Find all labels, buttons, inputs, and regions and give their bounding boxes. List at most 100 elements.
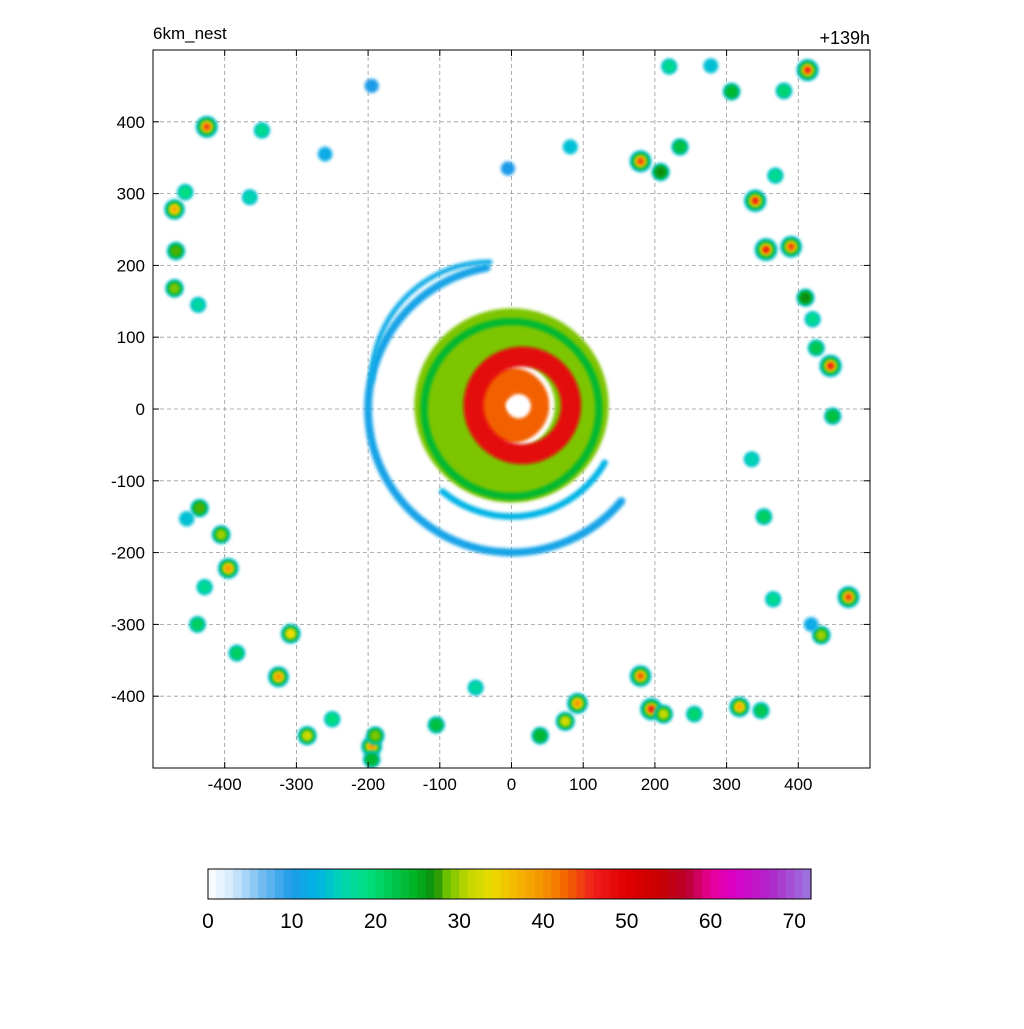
cell-contour xyxy=(285,628,297,640)
colorbar-swatch xyxy=(333,869,343,899)
convective-cell xyxy=(686,705,703,723)
colorbar-swatch xyxy=(785,869,795,899)
cell-contour xyxy=(230,646,244,660)
colorbar-swatch xyxy=(233,869,243,899)
colorbar-tick-label: 20 xyxy=(364,910,387,933)
colorbar-swatch xyxy=(367,869,377,899)
colorbar-swatch xyxy=(275,869,284,899)
colorbar-tick-label: 10 xyxy=(280,910,303,933)
colorbar-swatch xyxy=(492,869,502,899)
colorbar-swatch xyxy=(584,869,594,899)
colorbar-swatch xyxy=(392,869,402,899)
colorbar-swatch xyxy=(710,869,720,899)
colorbar-swatch xyxy=(266,869,276,899)
cell-contour xyxy=(724,84,739,99)
y-tick-label: -100 xyxy=(111,472,145,491)
cell-contour xyxy=(745,453,758,466)
convective-cell xyxy=(671,138,689,156)
colorbar-swatch xyxy=(677,869,686,899)
y-tick-label: 300 xyxy=(117,185,145,204)
cell-contour xyxy=(754,703,768,718)
x-tick-label: 0 xyxy=(507,775,516,794)
colorbar-swatch xyxy=(450,869,460,899)
convective-cell xyxy=(744,189,767,213)
field-layer xyxy=(164,58,860,768)
colorbar-swatch xyxy=(618,869,628,899)
colorbar: 0 10 20 30 40 50 60 70 xyxy=(202,868,812,933)
colorbar-swatch xyxy=(476,869,485,899)
convective-cell xyxy=(190,498,209,518)
cell-contour xyxy=(169,283,180,294)
convective-cell xyxy=(297,726,317,746)
cell-contour xyxy=(806,313,819,326)
convective-cell xyxy=(654,704,673,724)
colorbar-swatch xyxy=(400,869,410,899)
colorbar-swatch xyxy=(534,869,544,899)
colorbar-swatch xyxy=(283,869,293,899)
cell-contour xyxy=(816,629,827,641)
cell-contour xyxy=(763,247,769,252)
colorbar-tick-label: 30 xyxy=(448,910,471,933)
colorbar-swatch xyxy=(409,869,418,899)
convective-cell xyxy=(567,692,588,714)
cell-contour xyxy=(787,243,795,251)
cell-contour xyxy=(655,167,666,178)
convective-cell xyxy=(531,726,549,745)
convective-cell xyxy=(819,354,842,378)
colorbar-swatch xyxy=(291,869,301,899)
cell-contour xyxy=(803,617,819,632)
convective-cell xyxy=(651,163,670,182)
colorbar-tick-label: 60 xyxy=(699,910,722,933)
colorbar-swatch xyxy=(744,869,753,899)
convective-cell xyxy=(211,525,231,544)
convective-cell xyxy=(629,150,652,173)
convective-cell xyxy=(722,82,741,101)
colorbar-swatch xyxy=(576,869,586,899)
colorbar-swatch xyxy=(693,869,703,899)
convective-cell xyxy=(366,726,385,745)
x-tick-label: 400 xyxy=(784,775,812,794)
cell-contour xyxy=(192,298,205,312)
colorbar-swatch xyxy=(760,869,770,899)
rainband-arc xyxy=(439,459,608,520)
cell-contour xyxy=(533,728,548,743)
cell-contour xyxy=(364,752,379,767)
colorbar-swatch xyxy=(375,869,385,899)
colorbar-swatch xyxy=(325,869,335,899)
cell-contour xyxy=(215,529,227,540)
convective-cell xyxy=(363,750,381,768)
y-tick-label: 400 xyxy=(117,113,145,132)
cell-contour xyxy=(170,245,182,257)
cell-contour xyxy=(636,157,645,166)
cell-contour xyxy=(828,363,833,369)
convective-cell xyxy=(190,297,207,313)
convective-cell xyxy=(775,82,793,100)
cell-contour xyxy=(736,703,743,711)
x-tick-label: -100 xyxy=(423,775,457,794)
colorbar-swatch xyxy=(794,869,804,899)
colorbar-swatch xyxy=(777,869,787,899)
colorbar-swatch xyxy=(543,869,552,899)
cell-contour xyxy=(766,593,780,606)
convective-cell xyxy=(703,58,719,74)
cell-contour xyxy=(673,140,687,154)
colorbar-swatch xyxy=(342,869,351,899)
cell-contour xyxy=(500,161,516,176)
colorbar-swatch xyxy=(258,869,268,899)
convective-cell xyxy=(164,199,185,220)
cell-contour xyxy=(826,409,840,423)
chart-title: 6km_nest xyxy=(153,24,227,43)
rainband-ring xyxy=(463,346,582,465)
x-tick-label: 200 xyxy=(641,775,669,794)
convective-cell xyxy=(824,407,842,425)
cell-contour xyxy=(194,502,205,514)
colorbar-tick-label: 40 xyxy=(531,910,554,933)
cell-contour xyxy=(243,191,256,204)
colorbar-swatch xyxy=(467,869,477,899)
colorbar-swatch xyxy=(668,869,678,899)
forecast-hour: +139h xyxy=(819,28,870,48)
colorbar-swatch xyxy=(417,869,427,899)
cell-contour xyxy=(325,712,339,726)
colorbar-swatch xyxy=(484,869,494,899)
colorbar-swatch xyxy=(626,869,636,899)
